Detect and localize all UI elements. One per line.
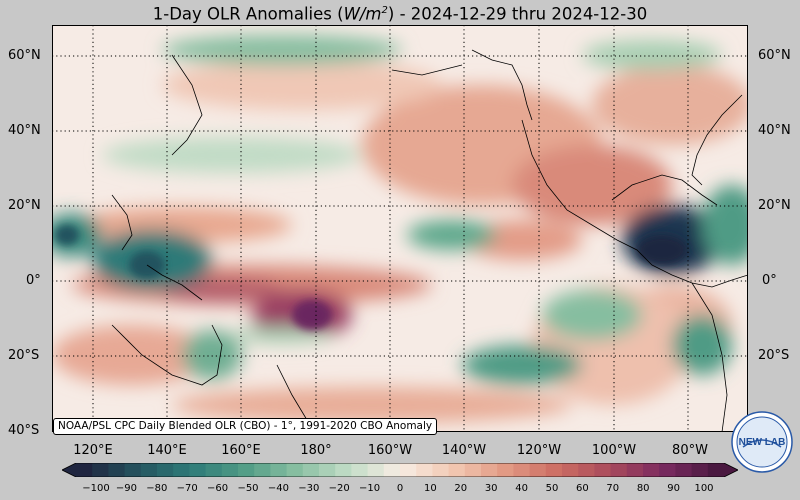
colorbar-band [254,463,271,477]
colorbar-band [286,463,304,477]
colorbar-band [691,463,709,477]
lat-label-60n-left: 60°N [8,48,41,63]
lon-label-160w: 160°W [367,443,413,458]
lat-label-40n-left: 40°N [8,123,41,138]
lat-label-20n-left: 20°N [8,198,41,213]
colorbar-tick-label: −10 [359,483,381,494]
map-title: 1-Day OLR Anomalies (W/m2) - 2024-12-29 … [152,4,648,24]
colorbar-band [578,463,595,477]
anomaly-field [52,35,748,423]
colorbar-band [351,463,369,477]
colorbar-band [205,463,223,477]
coastlines [111,49,748,432]
colorbar-band [545,463,563,477]
colorbar-tick-label: 0 [396,483,404,494]
colorbar-band [173,463,190,477]
colorbar-extend-low [62,463,76,477]
colorbar-band [124,463,142,477]
colorbar-tick-label: −100 [82,483,110,494]
colorbar-band [302,463,320,477]
colorbar-tick-label: 90 [667,483,680,494]
colorbar-band [400,463,417,477]
colorbar-segments [62,463,738,477]
lat-label-40n-right: 40°N [758,123,791,138]
colorbar-tick-label: 40 [515,483,528,494]
colorbar-extend-high [724,463,738,477]
colorbar [62,463,738,477]
colorbar-band [675,463,693,477]
colorbar-tick-label: −80 [146,483,168,494]
colorbar-band [594,463,612,477]
graticule [52,25,748,432]
colorbar-band [626,463,644,477]
colorbar-band [481,463,498,477]
lon-label-120w: 120°W [516,443,562,458]
colorbar-band [513,463,531,477]
colorbar-band [707,463,725,477]
colorbar-band [76,463,93,477]
nws-lab-logo: NEW LAB [731,411,793,473]
lat-label-eq-right: 0° [762,273,777,288]
colorbar-tick-label: 20 [454,483,468,494]
colorbar-band [108,463,126,477]
colorbar-tick-label: −50 [237,483,259,494]
colorbar-tick-label: 60 [576,483,589,494]
colorbar-band [140,463,158,477]
colorbar-band [643,463,660,477]
lat-label-60n-right: 60°N [758,48,791,63]
lon-label-160e: 160°E [221,443,261,458]
colorbar-tick-label: −40 [267,483,289,494]
lat-label-20s-left: 20°S [8,348,40,363]
colorbar-band [367,463,385,477]
colorbar-tick-label: −70 [176,483,198,494]
colorbar-band [221,463,239,477]
colorbar-band [610,463,628,477]
colorbar-band [432,463,450,477]
colorbar-band [335,463,352,477]
colorbar-tick-label: −20 [328,483,350,494]
lon-label-100w: 100°W [591,443,637,458]
colorbar-tick-label: 100 [694,483,714,494]
colorbar-band [448,463,466,477]
lat-label-eq-left: 0° [26,273,41,288]
lat-label-40s-left: 40°S [8,423,40,438]
lat-label-20n-right: 20°N [758,198,791,213]
colorbar-band [92,463,109,477]
colorbar-band [529,463,547,477]
colorbar-tick-label: −90 [115,483,137,494]
logo-text: NEW LAB [739,437,786,448]
colorbar-band [416,463,433,477]
lon-label-140w: 140°W [441,443,487,458]
colorbar-tick-label: 80 [636,483,650,494]
data-source-credit: NOAA/PSL CPC Daily Blended OLR (CBO) - 1… [53,418,438,435]
colorbar-band [497,463,514,477]
colorbar-band [319,463,336,477]
lon-label-180: 180° [300,443,332,458]
colorbar-band [383,463,401,477]
olr-anomaly-map [52,25,748,432]
colorbar-band [659,463,676,477]
lon-label-80w: 80°W [672,443,708,458]
colorbar-band [189,463,207,477]
colorbar-tick-label: −30 [298,483,320,494]
colorbar-tick-label: 70 [606,483,620,494]
lon-label-120e: 120°E [73,443,113,458]
colorbar-tick-label: −60 [207,483,229,494]
colorbar-band [238,463,255,477]
lat-label-20s-right: 20°S [758,348,790,363]
colorbar-tick-label: 10 [424,483,437,494]
colorbar-tick-label: 30 [484,483,498,494]
colorbar-band [464,463,482,477]
lon-label-140e: 140°E [147,443,187,458]
colorbar-tick-label: 50 [545,483,559,494]
colorbar-band [562,463,579,477]
colorbar-band [157,463,174,477]
colorbar-band [270,463,288,477]
